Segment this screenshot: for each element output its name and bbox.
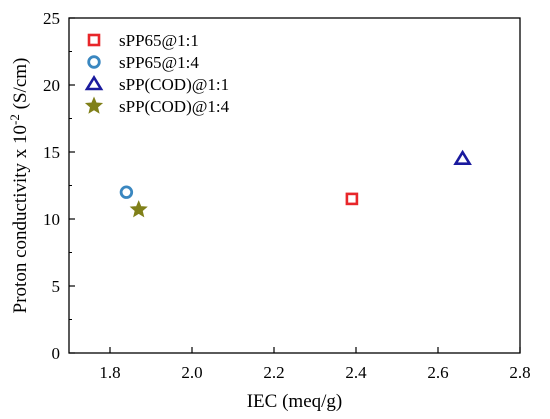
- y-tick-label: 25: [43, 9, 60, 28]
- data-point-star: [129, 200, 148, 218]
- x-tick-label: 1.8: [99, 363, 120, 382]
- x-tick-label: 2.6: [427, 363, 448, 382]
- legend-label: sPP(COD)@1:4: [119, 97, 230, 116]
- plot-area: 1.8 2.0 2.2 2.4 2.6 2.8 0 5 10 15 20 25: [43, 9, 531, 382]
- y-axis-label-unit: (S/cm): [10, 58, 31, 114]
- legend-label: sPP(COD)@1:1: [119, 75, 229, 94]
- legend-marker-star: [84, 96, 104, 114]
- legend-entry: sPP(COD)@1:4: [84, 96, 230, 116]
- legend: sPP65@1:1 sPP65@1:4 sPP(COD)@1:1 sPP(COD)@1…: [84, 31, 230, 116]
- x-tick-label: 2.0: [181, 363, 202, 382]
- legend-entry: sPP65@1:4: [87, 53, 199, 72]
- legend-marker-triangle: [84, 74, 104, 91]
- y-tick-label: 15: [43, 143, 60, 162]
- legend-marker-circle: [87, 55, 101, 69]
- y-axis-label-main: Proton conductivity x 10: [10, 125, 31, 313]
- legend-marker-square: [87, 33, 101, 47]
- x-axis-label: IEC (meq/g): [247, 391, 343, 412]
- y-tick-label: 20: [43, 76, 60, 95]
- legend-entry: sPP65@1:1: [87, 31, 199, 50]
- y-axis-label-sup: -2: [7, 114, 22, 125]
- data-point-circle: [119, 185, 134, 199]
- y-tick-label: 0: [52, 344, 61, 363]
- x-tick-label: 2.4: [345, 363, 367, 382]
- legend-label: sPP65@1:1: [119, 31, 199, 50]
- legend-label: sPP65@1:4: [119, 53, 199, 72]
- legend-entry: sPP(COD)@1:1: [84, 74, 229, 94]
- y-axis-label: Proton conductivity x 10-2 (S/cm): [7, 58, 31, 314]
- y-tick-label: 10: [43, 210, 60, 229]
- x-tick-label: 2.8: [509, 363, 530, 382]
- data-point-triangle: [453, 149, 472, 165]
- y-tick-label: 5: [52, 277, 61, 296]
- data-point-square: [345, 192, 359, 206]
- x-tick-label: 2.2: [263, 363, 284, 382]
